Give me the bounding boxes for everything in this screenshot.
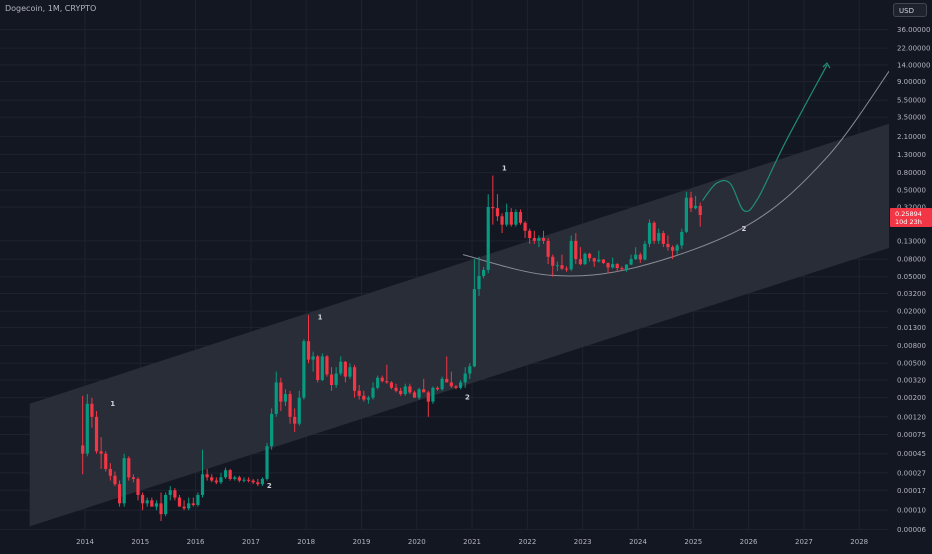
support-curve[interactable] <box>462 67 892 277</box>
svg-text:2016: 2016 <box>187 538 205 546</box>
svg-text:2: 2 <box>465 394 470 402</box>
svg-text:1.30000: 1.30000 <box>897 151 926 159</box>
svg-text:0.00800: 0.00800 <box>897 342 926 350</box>
svg-text:36.00000: 36.00000 <box>897 26 930 34</box>
svg-text:10d 23h: 10d 23h <box>895 218 922 226</box>
svg-text:0.01300: 0.01300 <box>897 324 926 332</box>
svg-text:1: 1 <box>318 314 323 322</box>
svg-text:2018: 2018 <box>297 538 315 546</box>
projection-arrow-path[interactable] <box>702 64 828 213</box>
svg-text:2027: 2027 <box>795 538 813 546</box>
drawn-curves[interactable] <box>462 62 892 277</box>
svg-text:2020: 2020 <box>408 538 426 546</box>
svg-text:0.00027: 0.00027 <box>897 469 926 477</box>
svg-text:2014: 2014 <box>76 538 94 546</box>
svg-text:14.00000: 14.00000 <box>897 62 930 70</box>
svg-text:5.50000: 5.50000 <box>897 97 926 105</box>
svg-text:2024: 2024 <box>629 538 647 546</box>
svg-text:0.00017: 0.00017 <box>897 487 926 495</box>
svg-text:0.03200: 0.03200 <box>897 290 926 298</box>
svg-text:2025: 2025 <box>684 538 702 546</box>
svg-text:22.00000: 22.00000 <box>897 45 930 53</box>
svg-text:2: 2 <box>267 482 272 490</box>
wave-labels: 1 2 1 2 1 2 <box>110 164 746 490</box>
svg-text:0.00045: 0.00045 <box>897 450 926 458</box>
svg-text:2015: 2015 <box>131 538 149 546</box>
svg-text:0.50000: 0.50000 <box>897 187 926 195</box>
svg-text:2028: 2028 <box>850 538 868 546</box>
svg-text:0.00320: 0.00320 <box>897 377 926 385</box>
svg-text:0.13000: 0.13000 <box>897 237 926 245</box>
svg-text:0.02000: 0.02000 <box>897 308 926 316</box>
svg-text:0.00200: 0.00200 <box>897 394 926 402</box>
candlestick-series <box>81 175 702 522</box>
svg-text:2022: 2022 <box>518 538 536 546</box>
svg-text:9.00000: 9.00000 <box>897 78 926 86</box>
symbol-title: Dogecoin, 1M, CRYPTO <box>5 4 97 13</box>
svg-text:0.00120: 0.00120 <box>897 413 926 421</box>
svg-text:0.00500: 0.00500 <box>897 360 926 368</box>
svg-text:3.50000: 3.50000 <box>897 114 926 122</box>
svg-text:2026: 2026 <box>740 538 758 546</box>
svg-text:0.00006: 0.00006 <box>897 526 926 534</box>
svg-text:0.80000: 0.80000 <box>897 169 926 177</box>
price-axis[interactable]: 36.00000 22.00000 14.00000 9.00000 5.50000 3.… <box>889 0 932 550</box>
svg-text:2.10000: 2.10000 <box>897 133 926 141</box>
arrowhead-icon <box>822 62 831 69</box>
svg-text:2023: 2023 <box>574 538 592 546</box>
currency-button[interactable]: USD <box>893 3 927 17</box>
svg-text:2019: 2019 <box>353 538 371 546</box>
svg-text:0.00010: 0.00010 <box>897 507 926 515</box>
svg-text:1: 1 <box>110 400 115 408</box>
svg-text:0.08000: 0.08000 <box>897 256 926 264</box>
svg-text:0.25894: 0.25894 <box>895 210 922 218</box>
svg-text:2021: 2021 <box>463 538 481 546</box>
svg-text:0.00075: 0.00075 <box>897 431 926 439</box>
svg-text:2: 2 <box>742 225 747 233</box>
ascending-channel[interactable] <box>29 122 892 527</box>
svg-text:2017: 2017 <box>242 538 260 546</box>
svg-text:0.32000: 0.32000 <box>897 204 926 212</box>
svg-text:0.05000: 0.05000 <box>897 273 926 281</box>
time-axis[interactable]: 2014 2015 2016 2017 2018 2019 2020 2021 2022 2023… <box>76 538 868 546</box>
svg-text:1: 1 <box>502 164 507 172</box>
